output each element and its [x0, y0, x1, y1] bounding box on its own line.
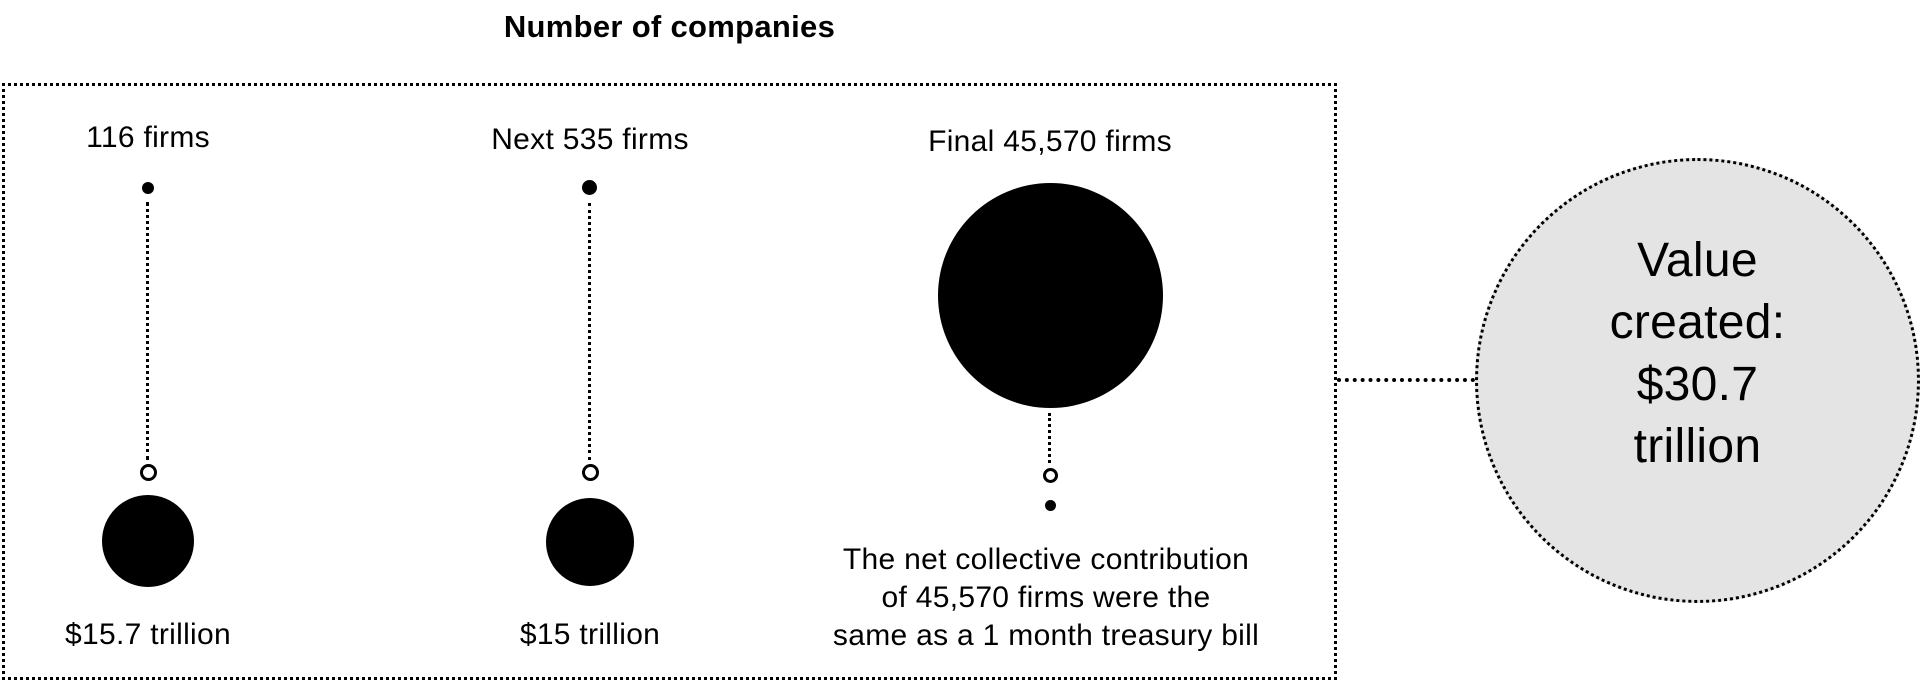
value-dot-near-zero	[1045, 500, 1056, 511]
value-created-line-1: Value	[1637, 233, 1758, 287]
companies-count-bubble-45570	[938, 183, 1163, 408]
ring-marker-col3	[1043, 468, 1058, 483]
drop-line-col1	[146, 202, 149, 460]
drop-line-col3	[1048, 413, 1051, 463]
caption-line-3: same as a 1 month treasury bill	[832, 619, 1260, 652]
caption-line-2: of 45,570 firms were the	[881, 581, 1211, 614]
companies-count-dot-116	[142, 182, 154, 194]
companies-count-dot-535	[582, 180, 597, 195]
column-label-final-45570-firms: Final 45,570 firms	[928, 125, 1172, 158]
column-label-next-535-firms: Next 535 firms	[491, 123, 689, 156]
caption-line-1: The net collective contribution	[842, 543, 1250, 576]
value-label-15-7-trillion: $15.7 trillion	[65, 618, 231, 651]
value-label-15-trillion: $15 trillion	[519, 618, 661, 651]
value-created-line-2: created:	[1609, 295, 1786, 349]
ring-marker-col1	[140, 464, 157, 481]
value-created-text: Value created: $30.7 trillion	[1610, 230, 1786, 478]
value-bubble-15-trillion	[546, 498, 634, 586]
treasury-bill-caption: The net collective contribution of 45,57…	[786, 541, 1306, 655]
value-created-line-4: trillion	[1633, 419, 1762, 473]
ring-marker-col2	[582, 464, 599, 481]
connector-dotted-line	[1337, 378, 1475, 382]
column-label-116-firms: 116 firms	[86, 121, 210, 154]
value-created-line-3: $30.7	[1636, 357, 1759, 411]
drop-line-col2	[588, 203, 591, 460]
chart-title: Number of companies	[503, 9, 836, 44]
value-created-bubble: Value created: $30.7 trillion	[1475, 158, 1920, 603]
value-bubble-15-7-trillion	[102, 495, 194, 587]
